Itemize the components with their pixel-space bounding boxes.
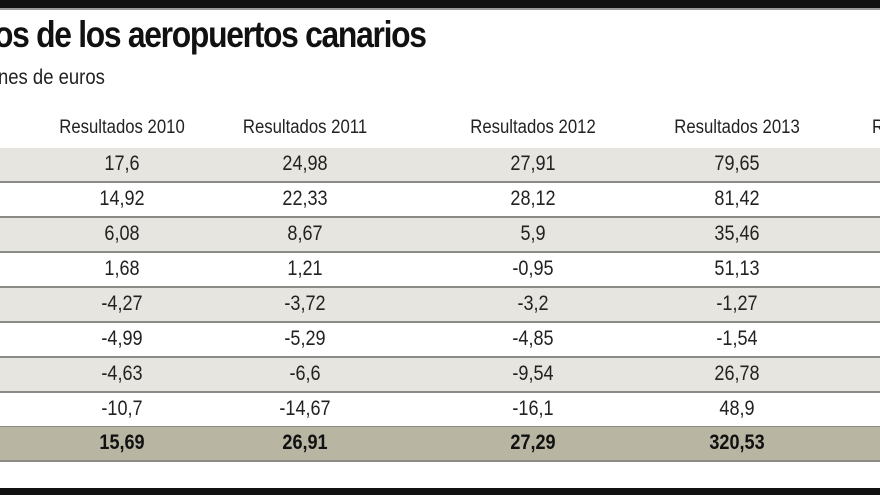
column-header: Resultados 2013 [674,117,800,138]
table-cell: 26,78 [714,362,760,385]
table-cell: 81,42 [714,187,760,210]
table-cell: -4,63 [101,362,143,385]
table-cell: -16,1 [512,397,554,420]
top-rule [0,0,880,10]
table-cell: -9,54 [512,362,554,385]
table-row: 14,92 22,33 28,12 81,42 [0,183,880,218]
table-cell: -0,95 [512,257,554,280]
table-cell: 79,65 [714,152,760,175]
table-cell: 48,9 [719,397,755,420]
table-row: -4,99 -5,29 -4,85 -1,54 [0,323,880,358]
table-cell: -10,7 [101,397,143,420]
table-cell: -5,29 [284,327,326,350]
total-cell: 26,91 [282,431,328,454]
total-row: 15,69 26,91 27,29 320,53 [0,427,880,462]
table-row: 6,08 8,67 5,9 35,46 [0,218,880,253]
table-cell: -4,27 [101,292,143,315]
column-header: Resultados 2011 [242,117,368,138]
table-row: 17,6 24,98 27,91 79,65 [0,148,880,183]
table-cell: -3,2 [517,292,549,315]
table-cell: 22,33 [282,187,328,210]
table-cell: -1,27 [716,292,758,315]
table-cell: 6,08 [104,222,140,245]
table-row: -4,27 -3,72 -3,2 -1,27 [0,288,880,323]
table-cell: 24,98 [282,152,328,175]
subtitle: nes de euros [0,66,105,89]
table-cell: -3,72 [284,292,326,315]
table-cell: 8,67 [287,222,323,245]
table-cell: -6,6 [289,362,321,385]
total-cell: 320,53 [709,431,765,454]
table-cell: 51,13 [714,257,760,280]
table-cell: 27,91 [510,152,556,175]
table-cell: 17,6 [104,152,140,175]
column-header: Resultados 2010 [59,117,185,138]
column-header: Resultados 2012 [470,117,596,138]
table-cell: 35,46 [714,222,760,245]
table-cell: 5,9 [520,222,546,245]
bottom-rule [0,488,880,495]
table-cell: -4,99 [101,327,143,350]
table-row: 1,68 1,21 -0,95 51,13 [0,253,880,288]
total-cell: 27,29 [510,431,556,454]
page-title: os de los aeropuertos canarios [0,14,427,55]
table-row: -4,63 -6,6 -9,54 26,78 [0,358,880,393]
table-cell: 28,12 [510,187,556,210]
table-cell: 14,92 [99,187,145,210]
table-cell: 1,21 [287,257,323,280]
column-header: R [872,117,880,139]
total-cell: 15,69 [99,431,145,454]
table-row: -10,7 -14,67 -16,1 48,9 [0,393,880,428]
table-cell: -14,67 [279,397,331,420]
table-cell: -1,54 [716,327,758,350]
table-cell: 1,68 [104,257,140,280]
table-cell: -4,85 [512,327,554,350]
